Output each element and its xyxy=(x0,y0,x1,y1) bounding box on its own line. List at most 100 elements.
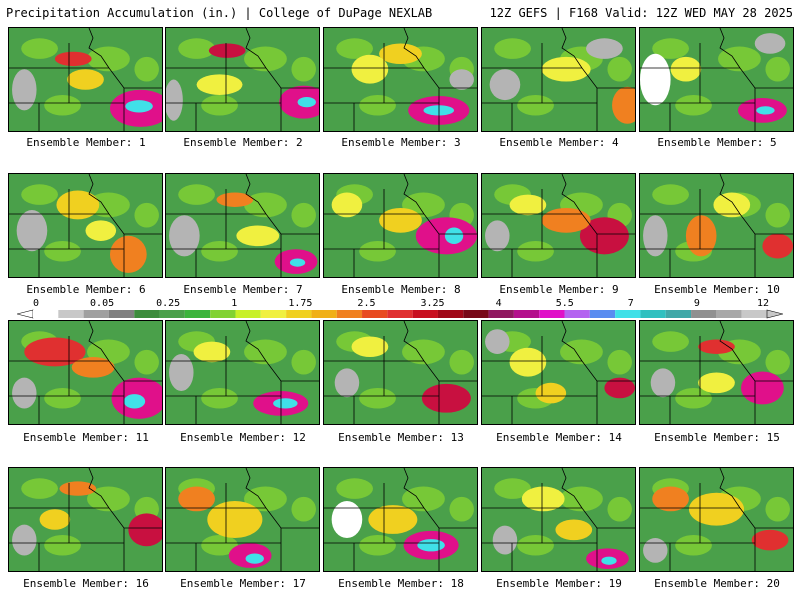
precip-map xyxy=(166,468,319,571)
ensemble-member-map xyxy=(481,320,636,425)
ensemble-member-map xyxy=(481,467,636,572)
precip-blob xyxy=(604,377,635,399)
precip-blob xyxy=(379,43,422,65)
ensemble-member-map xyxy=(639,467,794,572)
colorbar-tick-label: 1.75 xyxy=(288,298,313,309)
precip-blob xyxy=(379,207,422,233)
precip-map xyxy=(9,321,162,424)
member-caption: Ensemble Member: 13 xyxy=(338,431,464,444)
precip-blob xyxy=(713,192,751,218)
ensemble-member-map xyxy=(8,467,163,572)
precip-blob xyxy=(417,539,445,552)
ensemble-member-map xyxy=(639,27,794,132)
precip-blob xyxy=(489,69,521,101)
member-caption: Ensemble Member: 9 xyxy=(499,283,619,296)
precip-blob xyxy=(586,38,623,59)
colorbar-max-arrow xyxy=(766,309,783,319)
ensemble-member-map xyxy=(165,320,320,425)
colorbar-cell xyxy=(539,310,565,318)
state-borders xyxy=(166,321,319,424)
precip-blob xyxy=(492,525,518,555)
precip-blob xyxy=(751,529,789,551)
colorbar-cell xyxy=(159,310,185,318)
colorbar-cell xyxy=(184,310,211,318)
colorbar-cell xyxy=(58,310,84,318)
precip-blob xyxy=(297,97,316,108)
precip-blob xyxy=(421,383,471,413)
precip-map xyxy=(324,28,477,131)
precip-map xyxy=(640,468,793,571)
member-caption: Ensemble Member: 14 xyxy=(496,431,622,444)
precip-blob xyxy=(650,368,676,398)
state-borders xyxy=(324,28,477,131)
precip-blob xyxy=(208,43,246,58)
precip-blob xyxy=(640,53,671,106)
precip-blob xyxy=(449,69,474,90)
precip-blob xyxy=(207,500,263,539)
precip-blob xyxy=(485,220,510,252)
member-caption: Ensemble Member: 4 xyxy=(499,136,619,149)
colorbar-cell xyxy=(615,310,641,318)
precip-map xyxy=(9,174,162,277)
member-caption: Ensemble Member: 12 xyxy=(180,431,306,444)
precip-blob xyxy=(12,377,37,409)
precip-blob xyxy=(169,353,194,392)
precip-blob xyxy=(16,210,48,252)
member-caption: Ensemble Member: 6 xyxy=(26,283,146,296)
colorbar-tick-label: 0.25 xyxy=(156,298,181,309)
state-borders xyxy=(166,28,319,131)
precip-blob xyxy=(685,215,717,257)
precip-colorbar xyxy=(17,309,783,319)
colorbar-cell xyxy=(387,310,413,318)
precip-blob xyxy=(652,486,689,512)
state-borders xyxy=(9,321,162,424)
colorbar-min-arrow xyxy=(17,309,34,319)
member-caption: Ensemble Member: 2 xyxy=(183,136,303,149)
colorbar-tick-label: 2.5 xyxy=(357,298,376,309)
precip-blob xyxy=(541,207,591,233)
precip-blob xyxy=(331,500,363,539)
precip-blob xyxy=(509,194,547,216)
precip-blob xyxy=(521,486,565,512)
precip-blob xyxy=(123,394,146,409)
member-caption: Ensemble Member: 17 xyxy=(180,577,306,590)
colorbar-cell xyxy=(286,310,312,318)
ensemble-member-map xyxy=(323,320,478,425)
precip-blob xyxy=(12,69,37,111)
precip-blob xyxy=(740,371,784,405)
ensemble-member-map xyxy=(8,173,163,278)
precip-blob xyxy=(273,398,298,409)
precip-map xyxy=(640,28,793,131)
precip-blob xyxy=(56,190,100,220)
precip-blob xyxy=(698,339,735,354)
state-borders xyxy=(324,174,477,277)
colorbar-tick-label: 0 xyxy=(32,298,40,309)
member-caption: Ensemble Member: 18 xyxy=(338,577,464,590)
member-caption: Ensemble Member: 8 xyxy=(341,283,461,296)
colorbar-cell xyxy=(513,310,540,318)
precip-blob xyxy=(178,486,215,512)
ensemble-member-map xyxy=(639,173,794,278)
state-borders xyxy=(640,468,793,571)
precip-blob xyxy=(39,509,71,530)
member-caption: Ensemble Member: 15 xyxy=(654,431,780,444)
precip-blob xyxy=(125,100,153,113)
state-borders xyxy=(324,321,477,424)
ensemble-member-map xyxy=(323,467,478,572)
precip-blob xyxy=(368,505,418,534)
member-caption: Ensemble Member: 1 xyxy=(26,136,146,149)
state-borders xyxy=(9,468,162,571)
member-caption: Ensemble Member: 11 xyxy=(23,431,149,444)
precip-blob xyxy=(756,106,775,115)
precip-blob xyxy=(698,372,735,394)
precip-blob xyxy=(85,220,117,241)
colorbar-cell xyxy=(412,310,438,318)
ensemble-member-map xyxy=(8,27,163,132)
precip-map xyxy=(482,321,635,424)
precip-blob xyxy=(12,524,37,556)
precip-blob xyxy=(762,233,793,259)
ensemble-member-map xyxy=(639,320,794,425)
precip-blob xyxy=(54,51,92,67)
precip-map xyxy=(324,321,477,424)
precip-blob xyxy=(535,382,567,404)
